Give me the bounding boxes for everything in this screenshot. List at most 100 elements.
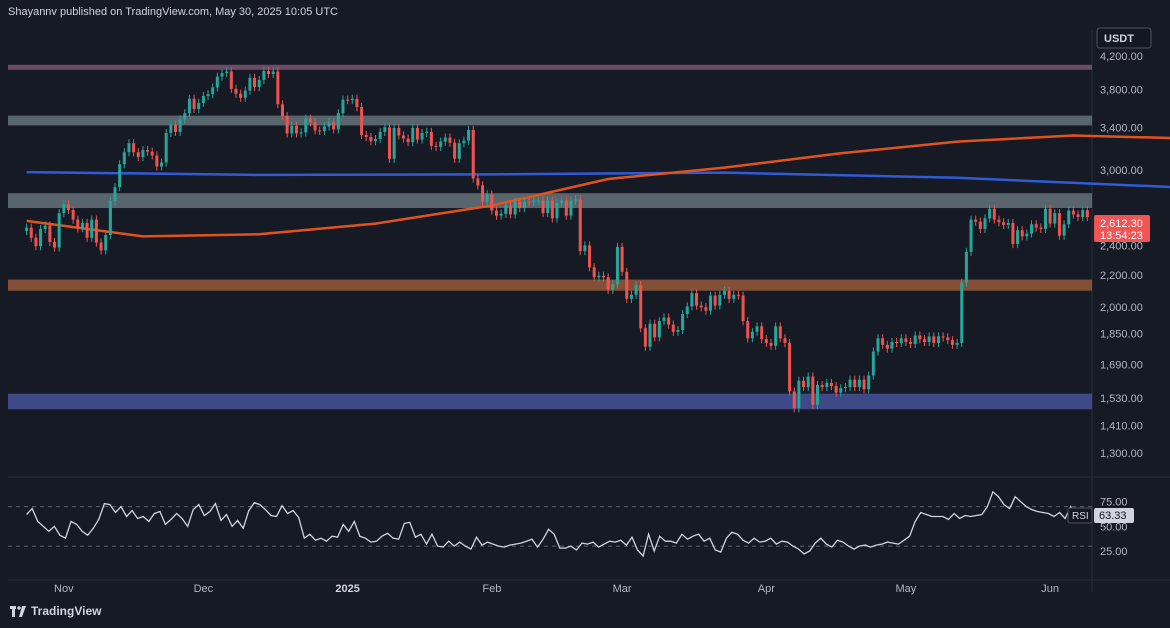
candle-body bbox=[327, 122, 331, 127]
candle-body bbox=[555, 203, 559, 219]
candle-body bbox=[871, 351, 875, 376]
candle-body bbox=[788, 342, 792, 392]
candle-body bbox=[578, 199, 582, 252]
candle-body bbox=[918, 335, 922, 340]
footer-brand[interactable]: TradingView bbox=[10, 604, 101, 618]
candle-body bbox=[90, 219, 94, 238]
candle-body bbox=[564, 200, 568, 216]
candle-body bbox=[1053, 213, 1057, 224]
time-tick-label: May bbox=[896, 583, 917, 595]
candle-body bbox=[1002, 222, 1006, 225]
candle-body bbox=[699, 305, 703, 308]
candle-body bbox=[690, 293, 694, 307]
time-tick-label: Apr bbox=[758, 583, 775, 595]
candle-body bbox=[625, 271, 629, 299]
candle-body bbox=[57, 213, 61, 248]
candle-body bbox=[406, 138, 410, 143]
candle-body bbox=[429, 131, 433, 146]
candle-body bbox=[899, 338, 903, 343]
currency-badge-bg bbox=[1096, 27, 1152, 49]
price-tick-label: 1,530.00 bbox=[1100, 393, 1143, 405]
price-tick-label: 3,000.00 bbox=[1100, 165, 1143, 177]
candle-body bbox=[927, 336, 931, 343]
candle-body bbox=[346, 99, 350, 101]
candle-body bbox=[695, 293, 699, 306]
candle-body bbox=[155, 155, 159, 167]
candle-body bbox=[62, 204, 66, 214]
candle-body bbox=[909, 342, 913, 344]
candle-body bbox=[736, 294, 740, 296]
candle-body bbox=[536, 200, 540, 202]
candle-body bbox=[448, 137, 452, 143]
candle-body bbox=[950, 340, 954, 345]
candle-body bbox=[769, 342, 773, 346]
candle-body bbox=[941, 336, 945, 338]
candle-body bbox=[471, 129, 475, 179]
candle-body bbox=[829, 382, 833, 387]
rsi-tick-label: 75.00 bbox=[1100, 497, 1128, 509]
ma-orange-line bbox=[26, 134, 1170, 238]
candle-body bbox=[867, 375, 871, 390]
candle-body bbox=[280, 104, 285, 117]
candle-body bbox=[457, 143, 461, 159]
candle-body bbox=[53, 241, 57, 248]
candle-body bbox=[992, 208, 996, 220]
candle-body bbox=[146, 150, 150, 152]
footer-brand-label: TradingView bbox=[31, 604, 102, 618]
price-tick-label: 1,690.00 bbox=[1100, 359, 1143, 371]
candle-body bbox=[1043, 208, 1047, 229]
candle-body bbox=[518, 201, 522, 209]
candle-body bbox=[211, 87, 215, 95]
candle-body bbox=[1071, 210, 1075, 215]
candle-body bbox=[550, 200, 554, 219]
candle-body bbox=[467, 129, 471, 141]
candle-body bbox=[1057, 213, 1061, 236]
candle-body bbox=[43, 225, 47, 229]
candle-body bbox=[462, 140, 466, 144]
candle-body bbox=[560, 200, 564, 204]
candle-body bbox=[485, 194, 489, 202]
candle-body bbox=[848, 379, 852, 388]
candle-body bbox=[173, 124, 177, 132]
candle-body bbox=[392, 127, 396, 159]
candle-body bbox=[978, 221, 982, 229]
candle-body bbox=[411, 127, 415, 143]
candle-body bbox=[1016, 230, 1020, 245]
candle-body bbox=[369, 136, 373, 142]
candle-body bbox=[741, 295, 745, 322]
candle-body bbox=[997, 219, 1001, 223]
candle-body bbox=[499, 213, 503, 216]
candle-body bbox=[29, 227, 33, 238]
candle-body bbox=[490, 194, 494, 211]
candle-body bbox=[750, 331, 754, 339]
candle-body bbox=[653, 323, 657, 338]
rsi-line bbox=[26, 490, 1088, 558]
candle-body bbox=[541, 200, 545, 214]
moving-averages bbox=[26, 134, 1170, 238]
candle-body bbox=[569, 200, 573, 216]
candle-body bbox=[969, 219, 973, 252]
candle-body bbox=[1020, 230, 1024, 237]
candle-body bbox=[611, 284, 615, 290]
candle-body bbox=[383, 127, 387, 132]
time-tick-label: Mar bbox=[613, 583, 632, 595]
currency-badge[interactable]: USDT bbox=[1104, 33, 1134, 45]
candlesticks bbox=[25, 66, 1089, 413]
candle-body bbox=[708, 295, 713, 311]
candle-body bbox=[988, 208, 992, 219]
candle-body bbox=[127, 143, 131, 153]
candle-body bbox=[332, 122, 336, 130]
rsi-badge-value-bg bbox=[1094, 508, 1134, 523]
zone-1 bbox=[8, 115, 1092, 126]
candle-body bbox=[206, 94, 210, 96]
candle-body bbox=[350, 98, 354, 101]
candle-body bbox=[783, 338, 787, 343]
candle-body bbox=[974, 219, 978, 222]
zone-4 bbox=[8, 393, 1092, 410]
candle-body bbox=[681, 314, 685, 331]
time-tick-label: Feb bbox=[482, 583, 501, 595]
candle-body bbox=[215, 76, 219, 88]
candle-body bbox=[881, 338, 885, 345]
candle-body bbox=[746, 321, 750, 339]
